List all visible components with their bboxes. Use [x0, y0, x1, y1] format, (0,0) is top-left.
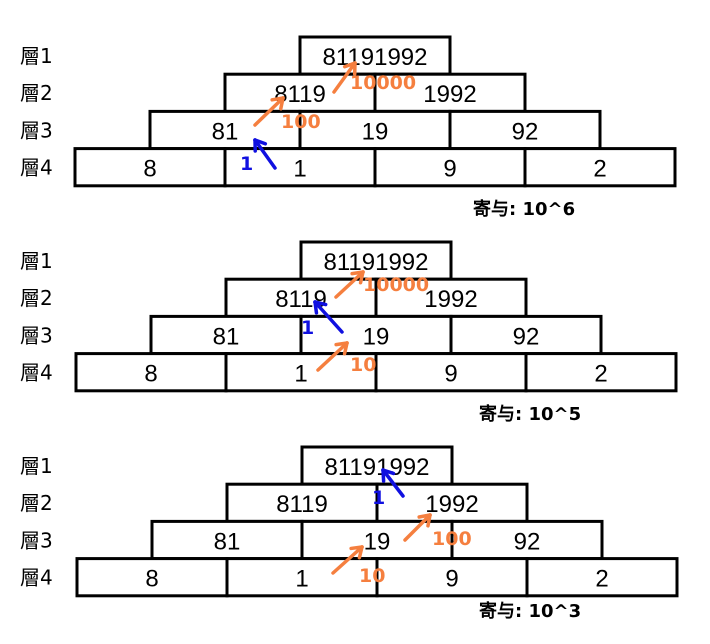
cell-value: 9: [443, 156, 456, 183]
cell-value: 92: [513, 323, 540, 350]
cell-value: 9: [444, 361, 457, 388]
cell-value: 1992: [423, 81, 476, 108]
cell-box: [524, 352, 678, 393]
contribution-label: 10000: [350, 72, 416, 94]
contribution-label: 1: [301, 317, 314, 339]
cell-value: 81: [214, 528, 241, 555]
contribution-caption: 寄与: 10^5: [479, 403, 581, 425]
cell-box: [225, 557, 379, 598]
pyramid-cell: [524, 352, 678, 393]
cell-box: [74, 352, 228, 393]
cell-box: [523, 147, 677, 188]
contribution-label: 10: [350, 354, 376, 376]
cell-value: 8: [144, 361, 157, 388]
pyramid-cell: [225, 557, 379, 598]
cell-value: 81191992: [324, 249, 429, 276]
pyramid-cell: [224, 352, 378, 393]
layer-label: 層2: [20, 286, 53, 310]
cell-value: 81191992: [323, 44, 428, 71]
contribution-label: 1: [240, 153, 253, 175]
cell-value: 8119: [276, 491, 328, 518]
layer-label: 層4: [20, 361, 53, 385]
cell-value: 2: [593, 156, 606, 183]
layer-label: 層1: [20, 249, 53, 273]
pyramid-cell: [375, 482, 529, 523]
contribution-arrow-icon: [313, 300, 344, 334]
contribution-arrow-icon: [381, 468, 405, 498]
cell-value: 1: [294, 361, 307, 388]
cell-value: 2: [594, 361, 607, 388]
cell-box: [373, 147, 527, 188]
pyramid-cell: [223, 147, 377, 188]
layer-label: 層3: [20, 118, 53, 142]
layer-label: 層3: [20, 323, 53, 347]
cell-value: 8: [143, 156, 156, 183]
contribution-arrow-icon: [332, 61, 357, 94]
pyramid-cell: [523, 147, 677, 188]
layer-label: 層3: [20, 528, 53, 552]
layer-label: 層4: [20, 566, 53, 590]
cell-value: 8119: [275, 286, 327, 313]
cell-value: 8: [145, 566, 158, 593]
cell-value: 1: [295, 566, 308, 593]
cell-value: 9: [445, 566, 458, 593]
cell-value: 92: [514, 528, 541, 555]
cell-value: 81: [213, 323, 240, 350]
cell-box: [225, 482, 379, 523]
cell-box: [150, 519, 304, 561]
contribution-arrow-icon: [253, 96, 285, 127]
contribution-label: 10: [359, 565, 385, 587]
cell-box: [525, 557, 679, 598]
contribution-label: 1: [372, 487, 385, 509]
layer-label: 層1: [20, 44, 53, 68]
cell-value: 19: [364, 528, 391, 555]
cell-value: 2: [595, 566, 608, 593]
contribution-caption: 寄与: 10^3: [479, 600, 581, 622]
cell-value: 19: [363, 323, 390, 350]
cell-value: 19: [362, 118, 389, 145]
contribution-label: 100: [432, 528, 472, 550]
contribution-arrow-icon: [334, 270, 365, 299]
cell-box: [224, 352, 378, 393]
contribution-caption: 寄与: 10^6: [473, 198, 575, 220]
cell-value: 1992: [424, 286, 477, 313]
pyramid-cell: [373, 147, 527, 188]
pyramid-cell: [150, 519, 304, 561]
pyramid-cell: [74, 352, 228, 393]
pyramid-cell: [448, 109, 602, 151]
contribution-arrow-icon: [316, 341, 349, 372]
cell-box: [448, 109, 602, 151]
cell-box: [375, 482, 529, 523]
contribution-label: 10000: [363, 274, 429, 296]
pyramid-cell: [73, 147, 227, 188]
layer-label: 層1: [20, 454, 53, 478]
pyramid-cell: [225, 482, 379, 523]
layer-label: 層2: [20, 491, 53, 515]
pyramid-cell: [525, 557, 679, 598]
cell-value: 81191992: [325, 454, 430, 481]
contribution-arrow-icon: [331, 545, 364, 575]
cell-box: [450, 519, 604, 561]
pyramid-cell: [450, 519, 604, 561]
cell-value: 81: [212, 118, 239, 145]
cell-box: [73, 147, 227, 188]
cell-value: 1992: [425, 491, 478, 518]
layer-label: 層4: [20, 156, 53, 180]
cell-box: [223, 147, 377, 188]
contribution-arrow-icon: [403, 513, 432, 542]
cell-value: 92: [512, 118, 539, 145]
contribution-arrow-icon: [253, 138, 277, 170]
cell-value: 1: [293, 156, 306, 183]
contribution-label: 100: [281, 111, 321, 133]
layer-label: 層2: [20, 81, 53, 105]
